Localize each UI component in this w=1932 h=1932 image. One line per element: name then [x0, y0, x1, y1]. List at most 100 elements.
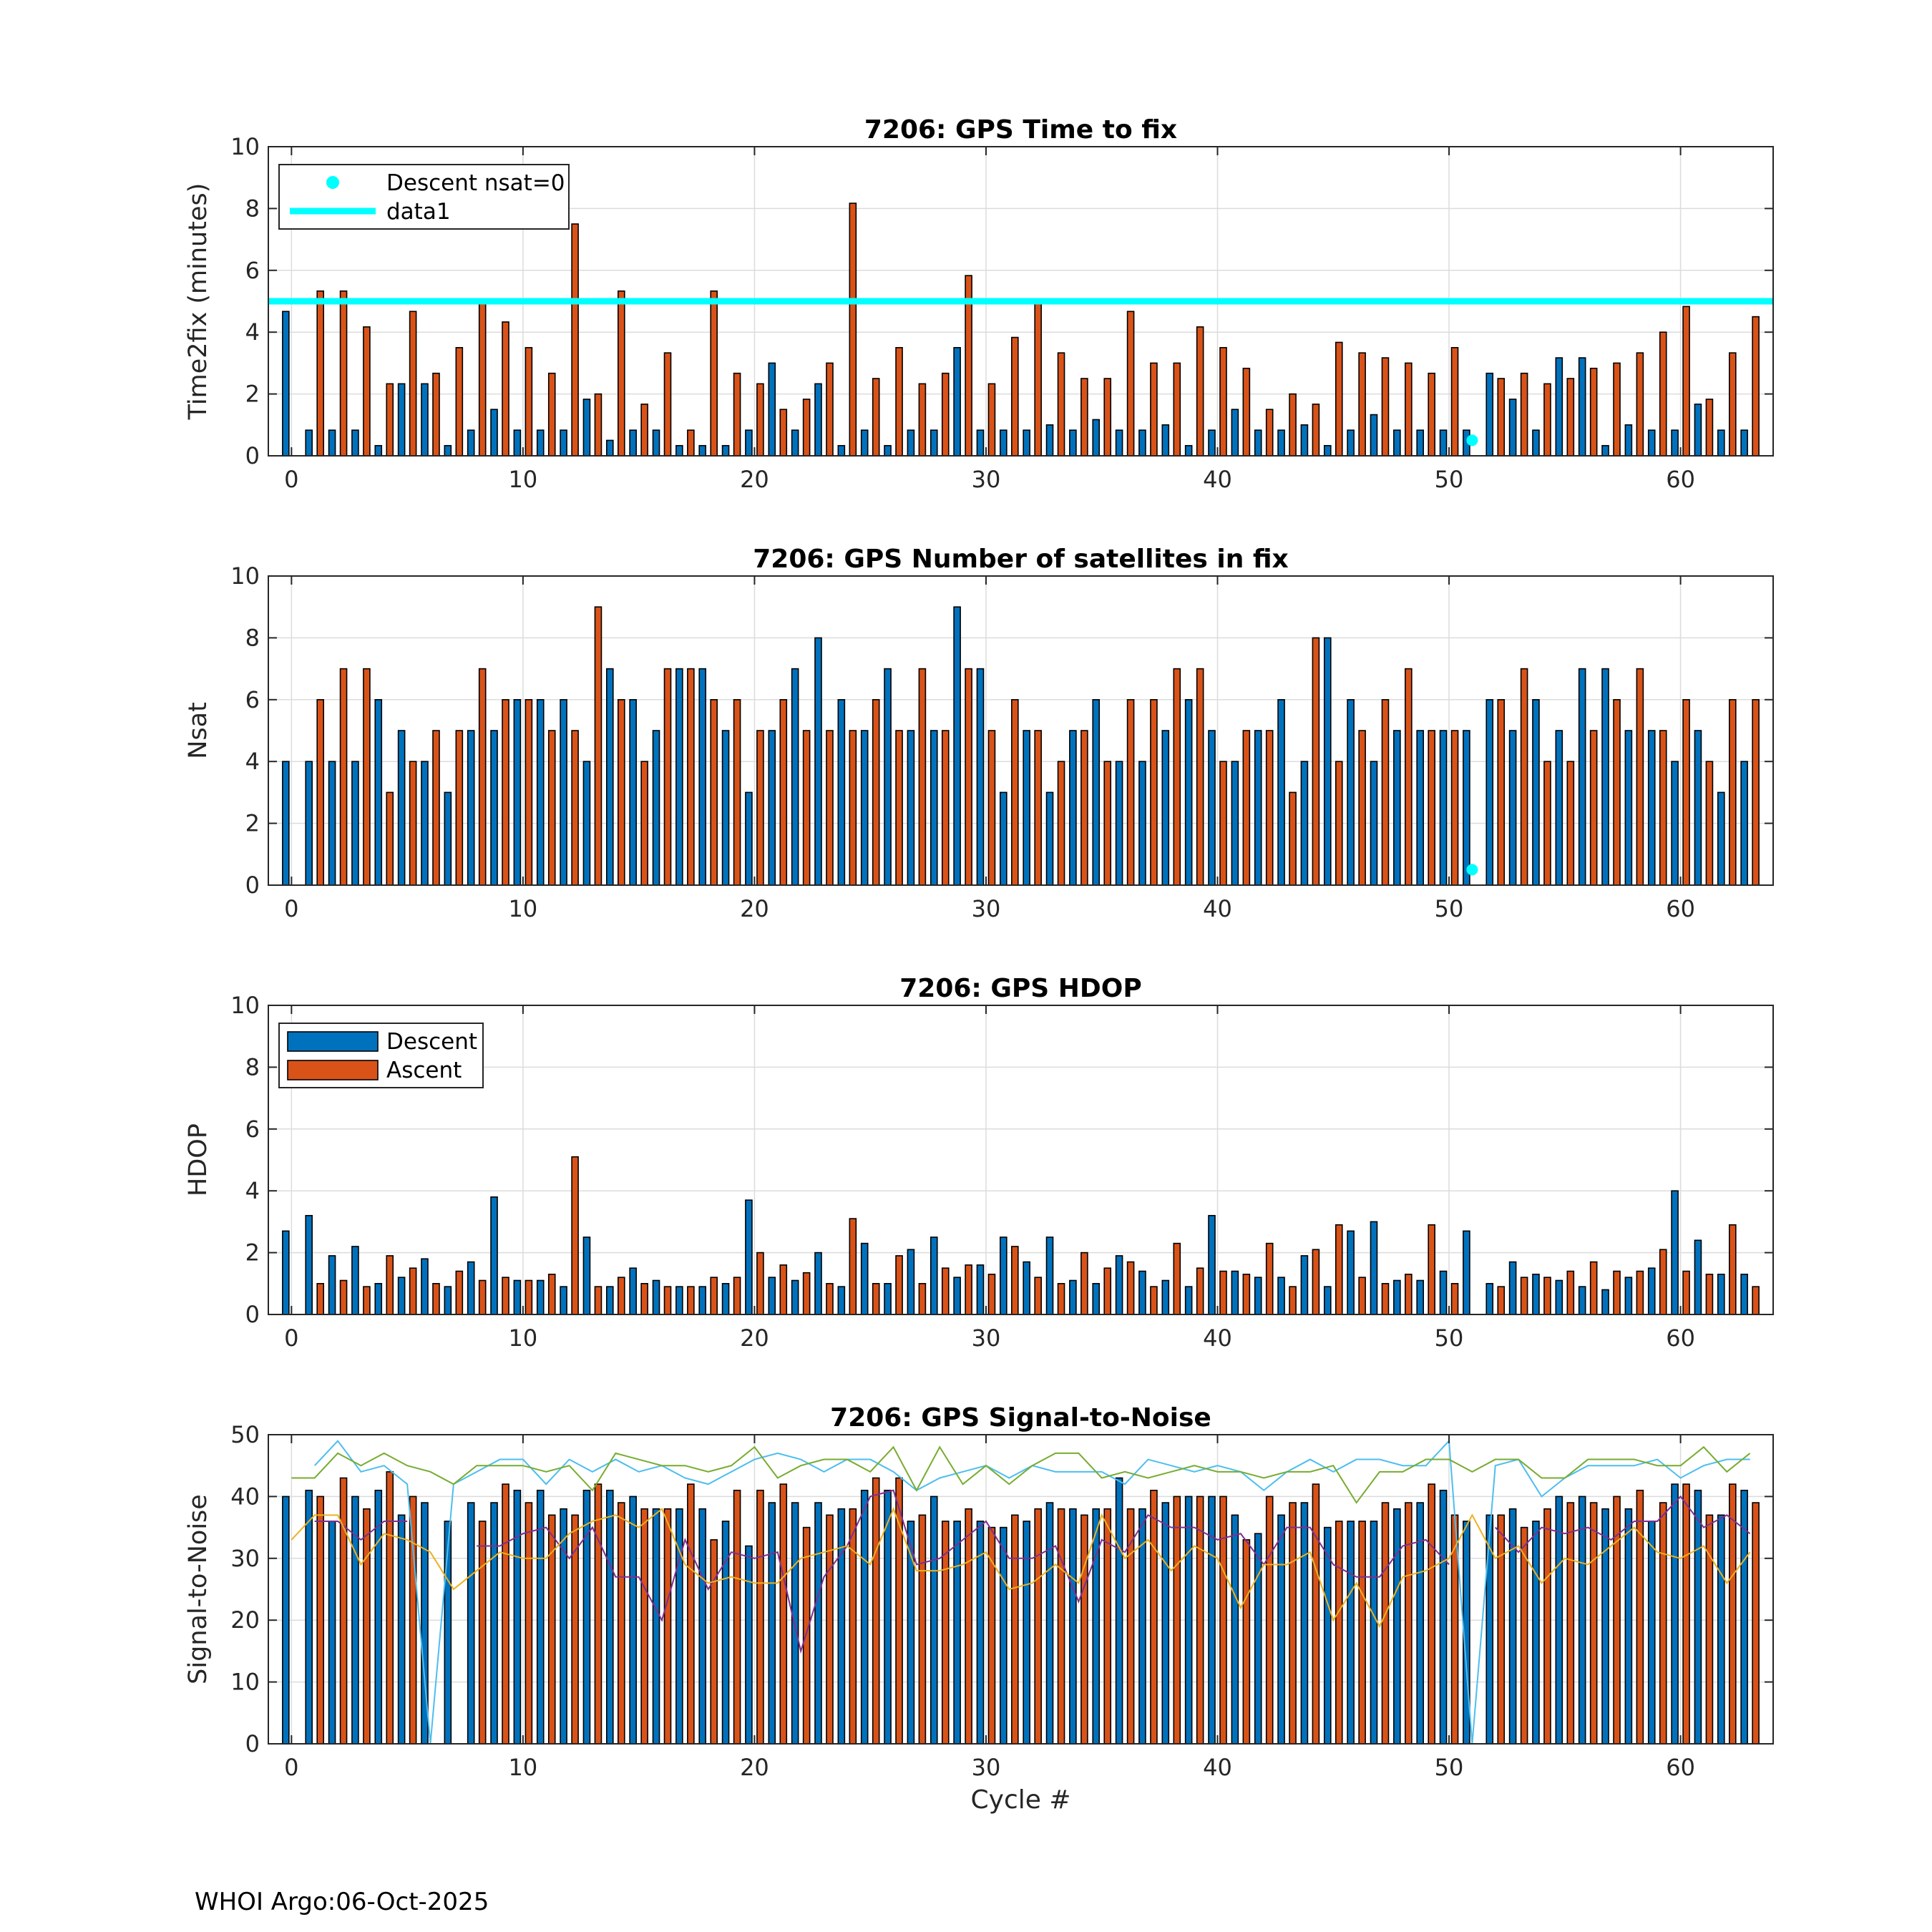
- bar-descent-22: [791, 668, 799, 886]
- bar-descent-33: [1045, 791, 1054, 886]
- bar-ascent-38: [1173, 1496, 1181, 1745]
- bar-ascent-40: [1219, 761, 1227, 886]
- bar-descent-57: [1601, 444, 1609, 457]
- bar-ascent-14: [618, 1502, 625, 1745]
- bar-descent-27: [907, 1249, 915, 1315]
- bar-ascent-7: [455, 730, 464, 886]
- bar-descent-34: [1069, 730, 1077, 886]
- bar-ascent-63: [1752, 1286, 1760, 1315]
- bar-descent-37: [1138, 761, 1146, 886]
- bar-ascent-60: [1682, 698, 1690, 886]
- bar-descent-28: [930, 1236, 938, 1315]
- bar-descent-61: [1694, 404, 1702, 457]
- bar-descent-15: [629, 1496, 637, 1745]
- bar-descent-59: [1647, 1521, 1656, 1745]
- bar-ascent-4: [386, 1255, 394, 1315]
- bar-descent-40: [1208, 1496, 1216, 1745]
- bar-descent-7: [444, 1286, 452, 1315]
- bar-ascent-58: [1636, 1270, 1644, 1315]
- bar-descent-11: [536, 698, 545, 886]
- bar-ascent-16: [663, 1286, 672, 1315]
- bar-ascent-58: [1636, 668, 1644, 886]
- bar-ascent-22: [802, 1526, 811, 1745]
- bar-ascent-49: [1428, 730, 1435, 886]
- bar-descent-16: [652, 429, 660, 457]
- bar-ascent-41: [1242, 730, 1251, 886]
- bar-descent-57: [1601, 668, 1609, 886]
- bar-ascent-8: [478, 1279, 487, 1315]
- bar-descent-29: [953, 606, 961, 886]
- bar-descent-31: [1000, 791, 1008, 886]
- bar-descent-3: [351, 761, 359, 886]
- bar-ascent-54: [1543, 383, 1551, 457]
- bar-ascent-45: [1335, 1224, 1343, 1315]
- bar-ascent-8: [478, 301, 487, 457]
- bar-ascent-4: [386, 791, 394, 886]
- bar-descent-29: [953, 1521, 961, 1745]
- bar-descent-51: [1463, 1230, 1470, 1315]
- bar-descent-51: [1463, 730, 1470, 886]
- bar-descent-0: [282, 1230, 290, 1315]
- bar-ascent-46: [1358, 1277, 1366, 1315]
- bar-descent-18: [698, 444, 707, 457]
- x-tick-label: 0: [284, 1754, 298, 1781]
- bar-ascent-19: [733, 1277, 741, 1315]
- bar-descent-48: [1393, 1279, 1401, 1315]
- bar-ascent-34: [1080, 1252, 1088, 1315]
- bar-descent-63: [1740, 429, 1748, 457]
- bar-ascent-45: [1335, 761, 1343, 886]
- y-tick-label: 20: [230, 1606, 260, 1634]
- bar-descent-31: [1000, 1526, 1008, 1745]
- x-tick-label: 20: [740, 1754, 769, 1781]
- bar-descent-43: [1277, 429, 1285, 457]
- bar-descent-1: [305, 429, 313, 457]
- panel-snr: 0 10 20 30 40 50 60 0 10 20 30 40 50 7206: GPS Signal…: [184, 1403, 1774, 1815]
- bar-ascent-30: [987, 730, 996, 886]
- bar-ascent-47: [1381, 1283, 1390, 1315]
- bar-descent-28: [930, 1496, 938, 1745]
- x-tick-label: 30: [972, 1754, 1001, 1781]
- bar-descent-16: [652, 1508, 660, 1745]
- x-tick-label: 0: [284, 1324, 298, 1352]
- bar-ascent-30: [987, 1526, 996, 1745]
- bar-descent-53: [1508, 1261, 1517, 1315]
- bar-ascent-49: [1428, 1483, 1435, 1745]
- bar-descent-15: [629, 698, 637, 886]
- bar-descent-21: [768, 1502, 776, 1745]
- bar-descent-10: [513, 429, 522, 457]
- x-tick-label: 40: [1203, 1754, 1232, 1781]
- bar-ascent-42: [1265, 409, 1274, 457]
- bar-ascent-11: [547, 1274, 556, 1315]
- bar-descent-34: [1069, 1508, 1077, 1745]
- bar-ascent-21: [779, 698, 788, 886]
- bar-ascent-5: [409, 1496, 417, 1745]
- bar-ascent-53: [1520, 372, 1528, 457]
- bar-descent-43: [1277, 1277, 1285, 1315]
- legend-box: [278, 164, 570, 230]
- bar-ascent-34: [1080, 1514, 1088, 1745]
- bar-ascent-36: [1126, 1261, 1135, 1315]
- bar-descent-50: [1439, 429, 1448, 457]
- y-axis-label: Time2fix (minutes): [184, 183, 213, 421]
- bar-ascent-6: [432, 372, 440, 457]
- bar-descent-12: [560, 429, 567, 457]
- legend-patch-icon: [287, 1060, 379, 1080]
- bar-descent-24: [837, 444, 846, 457]
- bar-ascent-2: [339, 1279, 348, 1315]
- bar-ascent-24: [849, 730, 857, 886]
- bar-descent-44: [1300, 761, 1309, 886]
- bar-descent-36: [1115, 1477, 1123, 1745]
- bar-ascent-25: [872, 1477, 880, 1745]
- bar-ascent-57: [1613, 1270, 1621, 1315]
- bar-descent-1: [305, 761, 313, 886]
- bar-ascent-58: [1636, 352, 1644, 457]
- bar-descent-59: [1647, 1267, 1656, 1315]
- bar-ascent-27: [918, 1283, 927, 1315]
- bar-descent-15: [629, 429, 637, 457]
- bar-ascent-28: [941, 730, 950, 886]
- bar-ascent-48: [1405, 668, 1413, 886]
- chart-title: 7206: GPS Time to fix: [864, 115, 1177, 145]
- bar-descent-58: [1624, 730, 1633, 886]
- bar-ascent-37: [1150, 1286, 1158, 1315]
- y-tick-label: 10: [230, 992, 260, 1019]
